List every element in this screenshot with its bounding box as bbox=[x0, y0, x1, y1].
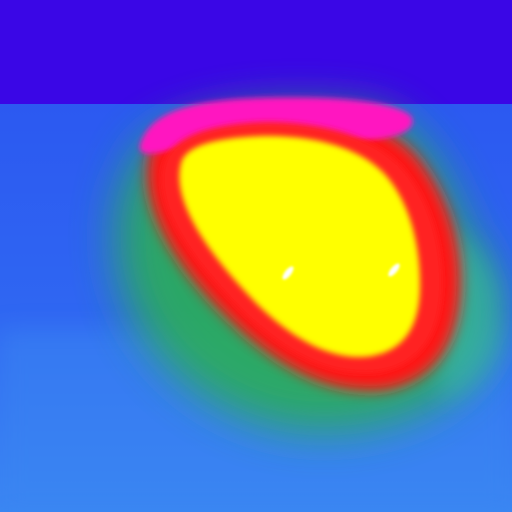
hot-core bbox=[179, 135, 420, 358]
hotspot-right bbox=[388, 263, 400, 277]
hotspot-left bbox=[282, 266, 294, 280]
top-band bbox=[0, 0, 512, 104]
